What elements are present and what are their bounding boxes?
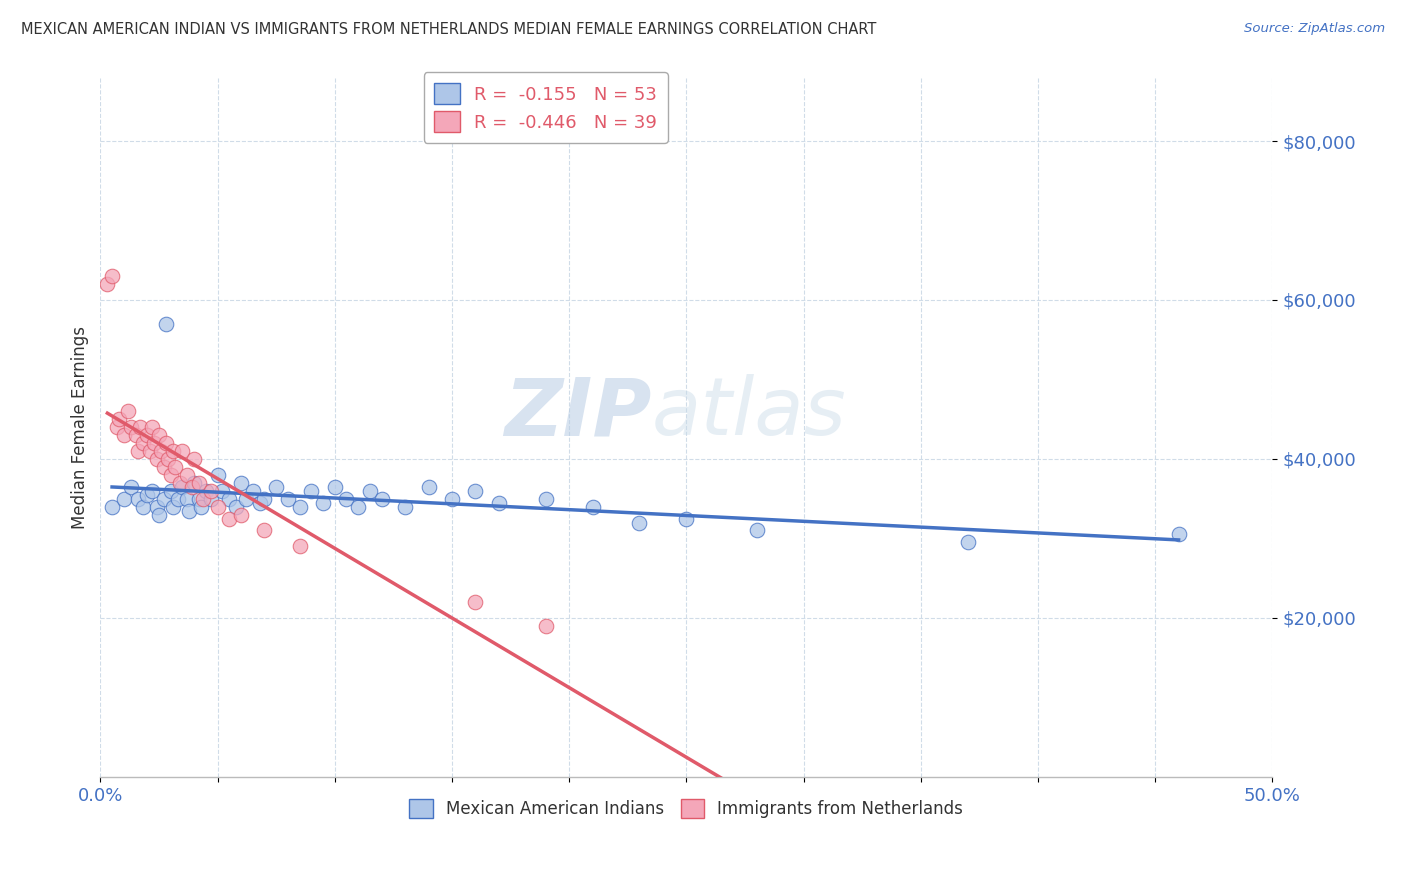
Point xyxy=(200,491,222,506)
Point xyxy=(277,491,299,506)
Point xyxy=(117,404,139,418)
Point xyxy=(347,500,370,514)
Point xyxy=(131,500,153,514)
Text: Source: ZipAtlas.com: Source: ZipAtlas.com xyxy=(1244,22,1385,36)
Point xyxy=(187,475,209,490)
Text: MEXICAN AMERICAN INDIAN VS IMMIGRANTS FROM NETHERLANDS MEDIAN FEMALE EARNINGS CO: MEXICAN AMERICAN INDIAN VS IMMIGRANTS FR… xyxy=(21,22,876,37)
Point xyxy=(253,491,276,506)
Point xyxy=(150,444,173,458)
Point xyxy=(745,524,768,538)
Point xyxy=(159,483,181,498)
Point xyxy=(183,475,205,490)
Point xyxy=(675,511,697,525)
Point xyxy=(172,444,194,458)
Point xyxy=(288,500,311,514)
Point xyxy=(152,459,174,474)
Point xyxy=(440,491,463,506)
Point xyxy=(157,452,180,467)
Point xyxy=(159,467,181,482)
Point xyxy=(581,500,603,514)
Point xyxy=(145,452,167,467)
Point xyxy=(127,491,149,506)
Point xyxy=(96,277,118,291)
Point xyxy=(145,500,167,514)
Text: atlas: atlas xyxy=(651,374,846,452)
Point xyxy=(190,500,212,514)
Point xyxy=(179,503,201,517)
Point xyxy=(194,483,217,498)
Point xyxy=(105,420,128,434)
Point xyxy=(136,488,159,502)
Point xyxy=(131,436,153,450)
Point xyxy=(249,496,271,510)
Point xyxy=(312,496,335,510)
Y-axis label: Median Female Earnings: Median Female Earnings xyxy=(72,326,89,529)
Point xyxy=(253,524,276,538)
Point xyxy=(488,496,510,510)
Point xyxy=(108,412,131,426)
Point xyxy=(148,428,170,442)
Point xyxy=(207,500,229,514)
Point xyxy=(323,480,346,494)
Point xyxy=(193,491,215,506)
Point xyxy=(143,436,166,450)
Point xyxy=(335,491,357,506)
Point xyxy=(534,491,557,506)
Point xyxy=(464,483,486,498)
Point xyxy=(299,483,322,498)
Point xyxy=(120,480,142,494)
Point xyxy=(141,483,163,498)
Point xyxy=(464,595,486,609)
Point xyxy=(229,475,252,490)
Point xyxy=(242,483,264,498)
Point xyxy=(187,491,209,506)
Point xyxy=(165,459,187,474)
Point xyxy=(218,511,240,525)
Point xyxy=(112,428,135,442)
Point xyxy=(180,480,202,494)
Point xyxy=(169,475,191,490)
Point xyxy=(141,420,163,434)
Point xyxy=(120,420,142,434)
Point xyxy=(288,540,311,554)
Point xyxy=(124,428,146,442)
Point xyxy=(229,508,252,522)
Point xyxy=(127,444,149,458)
Point xyxy=(138,444,160,458)
Point xyxy=(218,491,240,506)
Point xyxy=(183,452,205,467)
Point xyxy=(370,491,392,506)
Point xyxy=(628,516,651,530)
Point xyxy=(148,508,170,522)
Point xyxy=(359,483,381,498)
Point xyxy=(225,500,247,514)
Point xyxy=(166,491,188,506)
Point xyxy=(152,491,174,506)
Point xyxy=(264,480,287,494)
Point xyxy=(172,480,194,494)
Point xyxy=(1167,527,1189,541)
Point xyxy=(136,428,159,442)
Point xyxy=(211,483,233,498)
Point xyxy=(235,491,257,506)
Point xyxy=(176,467,198,482)
Point xyxy=(956,535,979,549)
Point xyxy=(162,500,184,514)
Point xyxy=(200,483,222,498)
Point xyxy=(155,436,177,450)
Point xyxy=(162,444,184,458)
Point xyxy=(101,269,124,284)
Legend: Mexican American Indians, Immigrants from Netherlands: Mexican American Indians, Immigrants fro… xyxy=(402,792,970,824)
Point xyxy=(155,317,177,331)
Point xyxy=(418,480,440,494)
Point xyxy=(129,420,152,434)
Point xyxy=(112,491,135,506)
Point xyxy=(394,500,416,514)
Point xyxy=(176,491,198,506)
Point xyxy=(534,619,557,633)
Point xyxy=(101,500,124,514)
Text: ZIP: ZIP xyxy=(503,374,651,452)
Point xyxy=(207,467,229,482)
